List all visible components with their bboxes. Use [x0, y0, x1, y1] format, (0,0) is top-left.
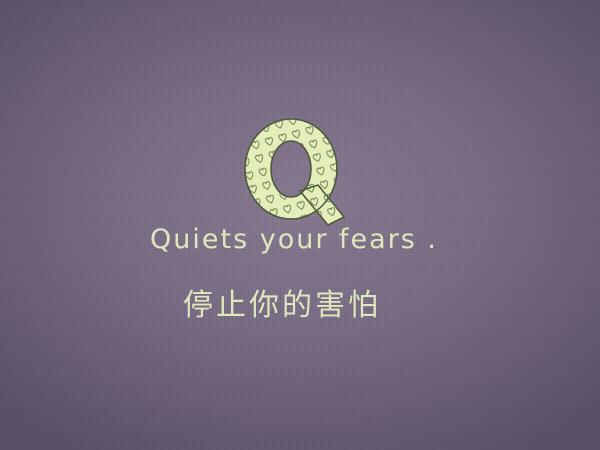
subtitle-text: 停止你的害怕 — [183, 288, 381, 323]
q-logo-icon — [240, 113, 352, 235]
tagline-text: Quiets your fears . — [150, 224, 439, 255]
